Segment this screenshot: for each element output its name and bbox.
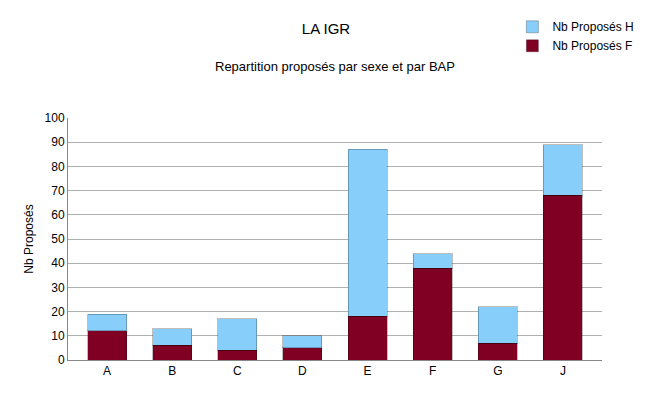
svg-text:Nb Proposés F: Nb Proposés F bbox=[552, 39, 632, 53]
svg-text:LA IGR: LA IGR bbox=[302, 20, 351, 37]
svg-text:10: 10 bbox=[51, 329, 65, 343]
svg-text:90: 90 bbox=[51, 135, 65, 149]
svg-text:D: D bbox=[298, 364, 307, 378]
svg-text:A: A bbox=[103, 364, 111, 378]
svg-text:Repartition proposés par sexe: Repartition proposés par sexe et par BAP bbox=[215, 59, 455, 74]
svg-text:100: 100 bbox=[45, 111, 65, 125]
svg-text:40: 40 bbox=[51, 256, 65, 270]
svg-text:Nb Proposés: Nb Proposés bbox=[22, 204, 36, 273]
svg-text:C: C bbox=[233, 364, 242, 378]
svg-text:B: B bbox=[168, 364, 176, 378]
svg-text:0: 0 bbox=[58, 353, 65, 367]
svg-text:F: F bbox=[429, 364, 436, 378]
svg-text:E: E bbox=[364, 364, 372, 378]
svg-text:J: J bbox=[560, 364, 566, 378]
svg-text:G: G bbox=[493, 364, 502, 378]
svg-text:20: 20 bbox=[51, 305, 65, 319]
svg-text:Nb Proposés H: Nb Proposés H bbox=[552, 20, 633, 34]
svg-text:80: 80 bbox=[51, 160, 65, 174]
svg-text:70: 70 bbox=[51, 184, 65, 198]
svg-text:30: 30 bbox=[51, 281, 65, 295]
svg-text:50: 50 bbox=[51, 232, 65, 246]
svg-text:60: 60 bbox=[51, 208, 65, 222]
